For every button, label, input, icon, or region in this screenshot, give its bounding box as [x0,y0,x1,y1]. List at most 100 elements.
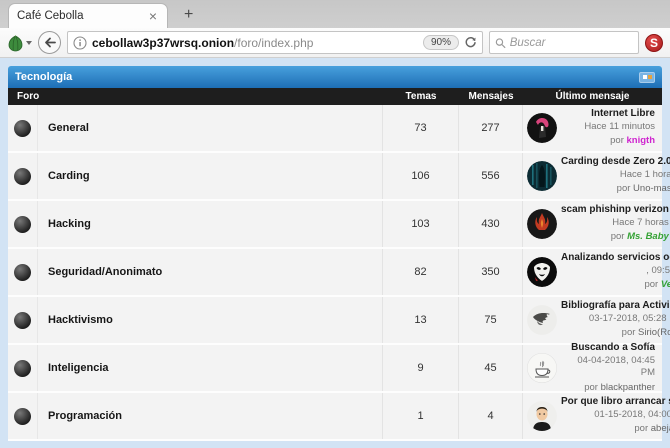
temas-count: 106 [382,153,458,199]
tab-title: Café Cebolla [17,10,84,22]
forum-row-hacking: Hacking 103 430 scam phishinp verizon Ha… [8,201,669,249]
last-post-time: , 09:55 PM [646,264,670,276]
url-bar[interactable]: cebollaw3p37wrsq.onion/foro/index.php 90… [67,31,483,54]
column-header-foro: Foro [17,91,40,102]
close-tab-icon[interactable]: × [148,8,157,24]
forum-status-icon [14,263,31,281]
url-text[interactable]: cebollaw3p37wrsq.onion/foro/index.php [92,36,418,50]
forum-link[interactable]: Inteligencia [48,362,109,374]
temas-count: 1 [382,393,458,439]
column-header-mensajes: Mensajes [468,91,514,102]
search-icon [495,37,506,48]
forum-row-carding: Carding 106 556 Carding desde Zero 2.0 H… [8,153,670,201]
forum-link[interactable]: General [48,122,89,134]
noscript-icon[interactable]: S [645,33,663,52]
back-arrow-icon [45,37,56,48]
mensajes-count: 350 [458,249,522,295]
chevron-down-icon [26,40,32,45]
forum-status-icon [14,359,31,377]
temas-count: 82 [382,249,458,295]
search-input[interactable] [509,36,633,49]
last-post-title[interactable]: Internet Libre [591,108,655,120]
url-path: /foro/index.php [234,35,314,50]
forum-status-icon [14,167,31,185]
category-header: Tecnología [8,66,662,88]
forum-link[interactable]: Carding [48,170,90,182]
search-box[interactable] [489,31,639,54]
tab-bar: Café Cebolla × + [0,0,670,28]
user-link[interactable]: blackpanther [600,381,655,393]
last-post-time: 04-04-2018, 04:45 PM [577,354,655,379]
temas-count: 73 [382,105,458,151]
mensajes-count: 75 [458,297,522,343]
zoom-level-button[interactable]: 90% [422,35,459,50]
forum-status-icon [14,407,31,425]
reload-icon[interactable] [464,36,477,49]
user-link[interactable]: Uno-mas [633,183,670,195]
last-post-time: Hace 1 hora [619,168,670,180]
user-link[interactable]: abejaxxx [650,423,670,435]
avatar[interactable] [527,209,557,239]
forum-link[interactable]: Seguridad/Anonimato [48,266,163,278]
last-post-author: por Venom [644,279,670,290]
forum-row-inteligencia: Inteligencia 9 45 Buscando a Sofía 04-04… [8,342,662,393]
last-post-author: por blackpanther [584,381,655,393]
last-post-title[interactable]: Carding desde Zero 2.0 [561,156,670,168]
forum-row-seguridad: Seguridad/Anonimato 82 350 Analizando se… [8,249,670,297]
mensajes-count: 430 [458,201,522,247]
forum-row-programacion: Programación 1 4 Por que libro arrancar … [8,393,670,441]
last-post-author: por knigth [610,135,656,147]
temas-count: 9 [382,345,458,391]
avatar[interactable] [527,161,557,191]
new-tab-button[interactable]: + [184,6,194,23]
avatar[interactable] [527,353,557,383]
url-domain: cebollaw3p37wrsq.onion [92,35,235,50]
last-post-author: por abejaxxx [634,423,670,434]
user-link[interactable]: knigth [626,135,656,147]
table-header-row: Foro Temas Mensajes Último mensaje [8,88,662,105]
avatar[interactable] [527,113,557,143]
category-title-link[interactable]: Tecnología [15,71,73,83]
last-post-time: 01-15-2018, 04:00 AM [594,408,670,420]
column-header-ultimo-mensaje: Último mensaje [555,91,630,102]
forum-row-general: General 73 277 Internet Libre Hace 11 mi… [8,105,662,153]
browser-tab[interactable]: Café Cebolla × [8,3,168,28]
forum-link[interactable]: Hacktivismo [48,314,113,326]
forum-status-icon [14,215,31,233]
info-icon[interactable] [73,35,87,50]
last-post-time: Hace 11 minutos [584,120,655,132]
forum-row-hacktivismo: Hacktivismo 13 75 Bibliografía para Acti… [8,297,670,345]
last-post-time: 03-17-2018, 05:28 PM [588,312,670,324]
last-post-author: por Uno-mas [616,183,670,195]
last-post-time: Hace 7 horas [612,216,669,228]
avatar[interactable] [527,257,557,287]
last-post-title[interactable]: Bibliografía para Activis... [561,300,670,312]
last-post-title[interactable]: scam phishinp verizon [561,204,669,216]
collapse-category-icon[interactable] [639,71,655,83]
user-link[interactable]: Ms. Baby [627,231,669,243]
mensajes-count: 556 [458,153,522,199]
last-post-author: por Ms. Baby [610,231,669,243]
temas-count: 13 [382,297,458,343]
page-content: Tecnología Foro Temas Mensajes Último me… [0,58,670,448]
last-post-title[interactable]: Analizando servicios ocul... [561,252,670,264]
forum-status-icon [14,119,31,137]
forum-link[interactable]: Hacking [48,218,91,230]
avatar[interactable] [527,305,557,335]
last-post-title[interactable]: Por que libro arrancar so... [561,396,670,408]
torbutton[interactable] [7,34,32,52]
mensajes-count: 45 [458,345,522,391]
forum-link[interactable]: Programación [48,410,122,422]
onion-icon [8,34,23,51]
user-link[interactable]: Sirio(Root) [638,327,670,339]
mensajes-count: 277 [458,105,522,151]
column-header-temas: Temas [405,91,437,102]
last-post-title[interactable]: Buscando a Sofía [571,342,655,353]
temas-count: 103 [382,201,458,247]
user-link[interactable]: Venom [660,279,670,291]
last-post-author: por Sirio(Root) [622,327,670,338]
avatar[interactable] [527,401,557,431]
forum-status-icon [14,311,31,329]
back-button[interactable] [38,31,61,54]
mensajes-count: 4 [458,393,522,439]
